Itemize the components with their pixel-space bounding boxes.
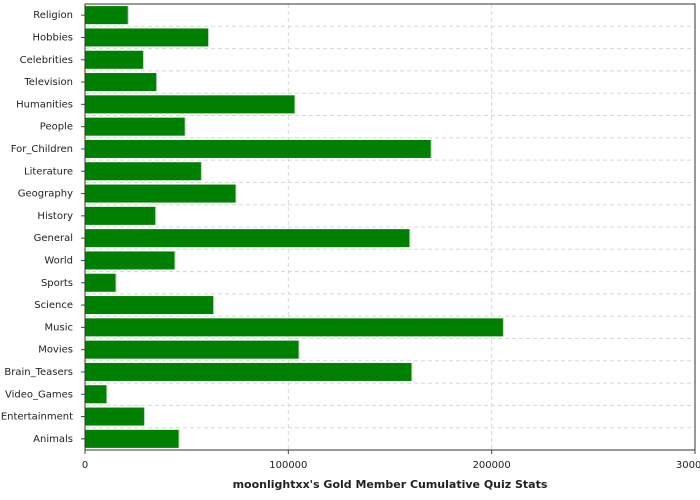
y-tick-label: Television [23,77,73,88]
bar [85,139,431,158]
y-tick-label: General [34,233,73,244]
x-tick-label: 100000 [269,460,307,471]
bar [85,206,156,225]
y-tick-label: Hobbies [33,32,73,43]
bar [85,229,410,248]
bar [85,117,185,136]
bar [85,429,179,448]
bar [85,95,295,114]
x-tick-label: 200000 [473,460,511,471]
y-tick-label: Brain_Teasers [4,367,73,378]
plot-border [84,3,696,451]
y-tick-label: Geography [18,189,73,200]
bar [85,273,116,292]
chart-title: moonlightxx's Gold Member Cumulative Qui… [233,478,548,491]
bar [85,50,143,69]
y-tick-label: Entertainment [1,412,73,423]
y-tick-label: Sports [41,278,73,289]
bar [85,28,209,47]
y-tick-label: Religion [33,10,73,21]
y-tick-label: Celebrities [20,55,73,66]
y-tick-label: People [40,122,73,133]
y-tick-label: Music [45,322,73,333]
bar [85,6,128,25]
y-tick-label: Literature [24,166,73,177]
bar [85,340,299,359]
x-tick-label: 300000 [676,460,700,471]
y-tick-label: History [37,211,73,222]
y-tick-label: Humanities [16,99,73,110]
bar [85,362,412,381]
bar [85,184,236,203]
bar [85,296,214,315]
y-tick-label: World [44,255,73,266]
y-tick-label: For_Children [11,144,73,155]
bar [85,73,157,92]
bar [85,385,107,404]
y-tick-label: Video_Games [5,389,73,400]
y-tick-label: Science [34,300,73,311]
bar [85,318,503,337]
bar [85,162,201,181]
bar [85,251,175,270]
x-tick-label: 0 [82,460,88,471]
y-tick-label: Movies [38,345,73,356]
y-tick-label: Animals [33,434,73,445]
bar [85,407,144,426]
